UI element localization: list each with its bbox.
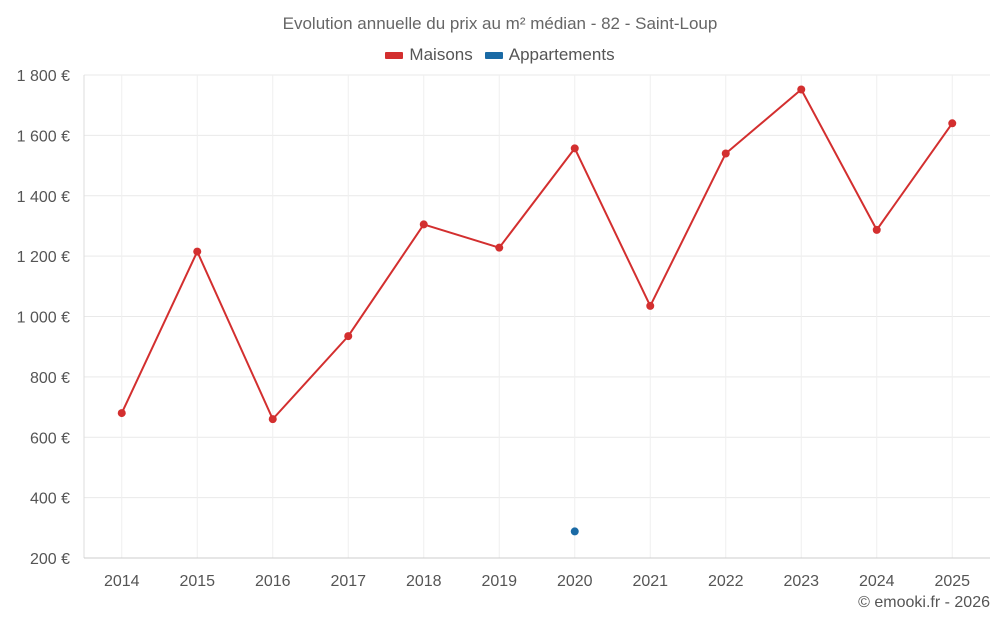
data-point-maisons-2018 — [419, 220, 428, 229]
data-point-maisons-2017 — [344, 332, 353, 341]
y-tick-label: 1 000 € — [17, 310, 70, 327]
x-axis: 2014 2015 2016 2017 2018 2019 2020 2021 2022 2023… — [83, 75, 990, 590]
grid — [84, 74, 990, 559]
x-tick-label: 2024 — [859, 573, 895, 590]
series-line-maisons — [120, 88, 954, 421]
y-tick-label: 1 200 € — [17, 249, 70, 266]
data-point-maisons-2015 — [193, 247, 202, 256]
x-tick-label: 2014 — [104, 573, 140, 590]
data-point-maisons-2020 — [570, 144, 579, 153]
data-point-maisons-2019 — [495, 243, 504, 252]
data-point-maisons-2025 — [948, 119, 957, 128]
data-point-maisons-2016 — [268, 415, 277, 424]
y-tick-label: 1 800 € — [17, 68, 70, 85]
x-tick-label: 2022 — [708, 573, 744, 590]
y-tick-label: 600 € — [30, 430, 70, 447]
legend: Maisons Appartements — [0, 45, 1000, 65]
legend-swatch-appartements — [484, 51, 503, 59]
legend-label-appartements: Appartements — [508, 45, 615, 64]
y-axis: 200 € 400 € 600 € 800 € 1 000 € 1 200 € 1 400 … — [17, 68, 70, 568]
x-tick-label: 2016 — [255, 573, 291, 590]
y-tick-label: 1 400 € — [17, 189, 70, 206]
data-point-maisons-2022 — [721, 149, 730, 158]
y-tick-label: 400 € — [30, 491, 70, 508]
series-layer — [117, 85, 957, 536]
x-tick-label: 2017 — [330, 573, 366, 590]
legend-item-appartements[interactable]: Appartements — [484, 45, 615, 65]
data-point-appartements-2020 — [570, 527, 579, 536]
data-point-maisons-2024 — [872, 225, 881, 234]
x-tick-label: 2021 — [632, 573, 668, 590]
y-tick-label: 200 € — [30, 551, 70, 568]
legend-swatch-maisons — [385, 51, 404, 59]
y-tick-label: 800 € — [30, 370, 70, 387]
data-point-maisons-2014 — [117, 409, 126, 418]
data-point-maisons-2023 — [797, 85, 806, 94]
legend-item-maisons[interactable]: Maisons — [385, 45, 473, 65]
credit: © emooki.fr - 2026 — [858, 594, 990, 611]
x-tick-label: 2019 — [481, 573, 517, 590]
data-point-maisons-2021 — [646, 301, 655, 310]
legend-label-maisons: Maisons — [409, 45, 473, 64]
x-tick-label: 2023 — [783, 573, 819, 590]
chart-title: Evolution annuelle du prix au m² médian … — [282, 14, 718, 33]
x-tick-label: 2025 — [934, 573, 970, 590]
x-tick-label: 2020 — [557, 573, 593, 590]
y-tick-label: 1 600 € — [17, 128, 70, 145]
x-tick-label: 2015 — [179, 573, 215, 590]
x-tick-label: 2018 — [406, 573, 442, 590]
